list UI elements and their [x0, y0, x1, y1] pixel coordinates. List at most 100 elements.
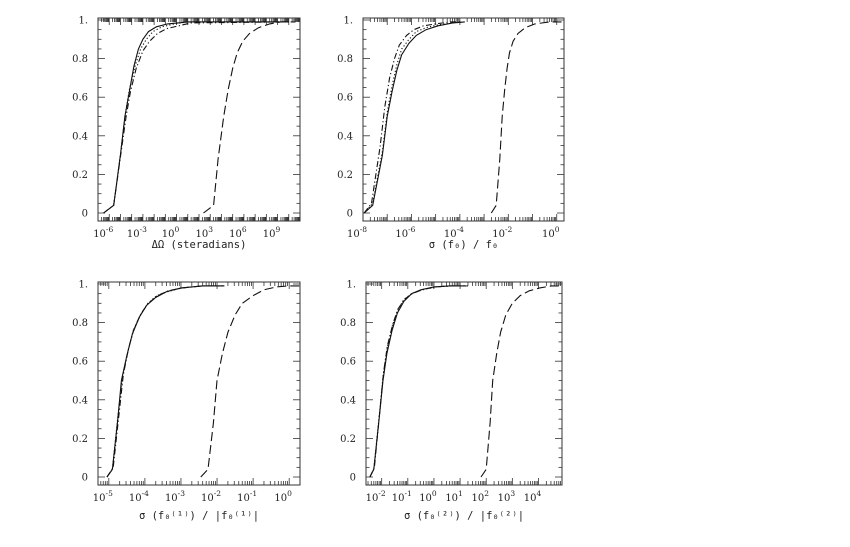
x-tick-base: 10: [471, 493, 484, 504]
x-tick-base: 10: [395, 229, 408, 240]
y-tick-label: 0.2: [72, 170, 88, 181]
y-tick-label: 0: [82, 209, 88, 220]
x-tick-label: 100: [274, 489, 292, 504]
series-line-dashdot: [106, 285, 225, 478]
x-tick-base: 10: [498, 493, 511, 504]
x-tick-exponent: -4: [142, 489, 150, 498]
y-tick-label: 1.: [346, 280, 356, 291]
x-axis-label: σ (f₀⁽²⁾) / |f₀⁽²⁾|: [404, 510, 524, 522]
plot-frame: [362, 17, 565, 222]
x-tick-label: 103: [498, 489, 516, 504]
x-tick-base: 10: [524, 493, 537, 504]
x-tick-base: 10: [237, 493, 250, 504]
x-tick-exponent: 6: [242, 225, 247, 234]
x-tick-exponent: -3: [178, 489, 186, 498]
y-tick-label: 0.6: [337, 93, 353, 104]
x-tick-exponent: 2: [484, 489, 489, 498]
x-tick-exponent: 4: [536, 489, 541, 498]
series-line-solid: [369, 285, 466, 478]
x-tick-exponent: 1: [458, 489, 463, 498]
plot-frame: [97, 281, 301, 486]
x-tick-label: 10-6: [93, 225, 113, 240]
x-tick-exponent: -1: [405, 489, 412, 498]
x-tick-label: 101: [445, 489, 463, 504]
x-tick-label: 10-4: [129, 489, 149, 504]
y-tick-label: 0.4: [72, 131, 88, 142]
y-tick-label: 0.8: [340, 318, 356, 329]
y-tick-label: 0.6: [72, 93, 88, 104]
x-tick-label: 10-2: [201, 489, 221, 504]
series-line-longdash: [480, 285, 562, 478]
x-tick-exponent: 0: [175, 225, 180, 234]
chart-panel-3: 00.20.40.60.81.10-5 10-4 10-3 10-2 10-1 100σ …: [72, 280, 301, 522]
x-tick-exponent: 0: [287, 489, 292, 498]
y-tick-label: 1.: [78, 16, 88, 27]
y-tick-label: 0.4: [340, 395, 356, 406]
x-tick-exponent: -2: [505, 225, 513, 234]
x-tick-base: 10: [165, 493, 178, 504]
x-tick-label: 100: [162, 225, 180, 240]
y-tick-label: 0.2: [72, 434, 88, 445]
series-line-dotted: [103, 21, 289, 214]
x-tick-base: 10: [229, 229, 242, 240]
x-tick-label: 106: [229, 225, 247, 240]
x-tick-exponent: 3: [208, 225, 213, 234]
x-tick-exponent: -2: [214, 489, 222, 498]
x-tick-label: 10-6: [395, 225, 415, 240]
x-tick-label: 10-3: [127, 225, 147, 240]
x-tick-exponent: -2: [378, 489, 386, 498]
x-tick-label: 102: [471, 489, 489, 504]
series-line-longdash: [490, 21, 564, 214]
x-tick-exponent: 3: [510, 489, 515, 498]
series-line-solid: [106, 285, 225, 478]
x-tick-base: 10: [195, 229, 208, 240]
x-tick-base: 10: [263, 229, 276, 240]
series-line-dashdot: [363, 21, 463, 214]
plot-frame: [97, 17, 301, 222]
y-tick-label: 0.6: [72, 357, 88, 368]
x-tick-exponent: -6: [106, 225, 114, 234]
y-tick-label: 1.: [343, 16, 353, 27]
x-tick-base: 10: [419, 493, 432, 504]
x-tick-base: 10: [542, 229, 555, 240]
x-tick-label: 100: [542, 225, 560, 240]
x-tick-base: 10: [93, 229, 106, 240]
x-tick-base: 10: [93, 493, 106, 504]
x-tick-label: 10-1: [237, 489, 257, 504]
x-tick-base: 10: [201, 493, 214, 504]
x-axis-label: ΔΩ (steradians): [152, 239, 247, 251]
x-tick-label: 10-8: [347, 225, 367, 240]
series-line-dotted: [106, 285, 225, 478]
series-line-solid: [363, 21, 465, 214]
x-tick-label: 10-2: [492, 225, 512, 240]
series-line-solid: [103, 21, 289, 214]
y-tick-label: 0: [350, 473, 356, 484]
y-tick-label: 0.8: [337, 54, 353, 65]
x-tick-exponent: 0: [555, 225, 560, 234]
x-tick-base: 10: [444, 229, 457, 240]
chart-panel-4: 00.20.40.60.81.10-2 10-1 100 101 102 103 104σ …: [340, 280, 563, 522]
x-tick-label: 10-2: [366, 489, 386, 504]
y-tick-label: 0.2: [337, 170, 353, 181]
x-tick-label: 10-3: [165, 489, 185, 504]
x-tick-base: 10: [162, 229, 175, 240]
y-tick-label: 0: [82, 473, 88, 484]
y-tick-label: 0.4: [72, 395, 88, 406]
x-tick-exponent: -4: [457, 225, 465, 234]
x-tick-base: 10: [347, 229, 360, 240]
x-tick-label: 10-4: [444, 225, 464, 240]
plot-frame: [365, 281, 563, 486]
x-tick-base: 10: [127, 229, 140, 240]
y-tick-label: 0: [347, 209, 353, 220]
x-tick-exponent: -3: [140, 225, 148, 234]
x-tick-base: 10: [492, 229, 505, 240]
x-tick-exponent: -5: [106, 489, 114, 498]
x-tick-label: 103: [195, 225, 213, 240]
x-tick-base: 10: [392, 493, 405, 504]
series-line-longdash: [200, 285, 300, 478]
x-tick-exponent: 9: [276, 225, 281, 234]
x-axis-label: σ (f₀) / f₀: [429, 239, 499, 251]
